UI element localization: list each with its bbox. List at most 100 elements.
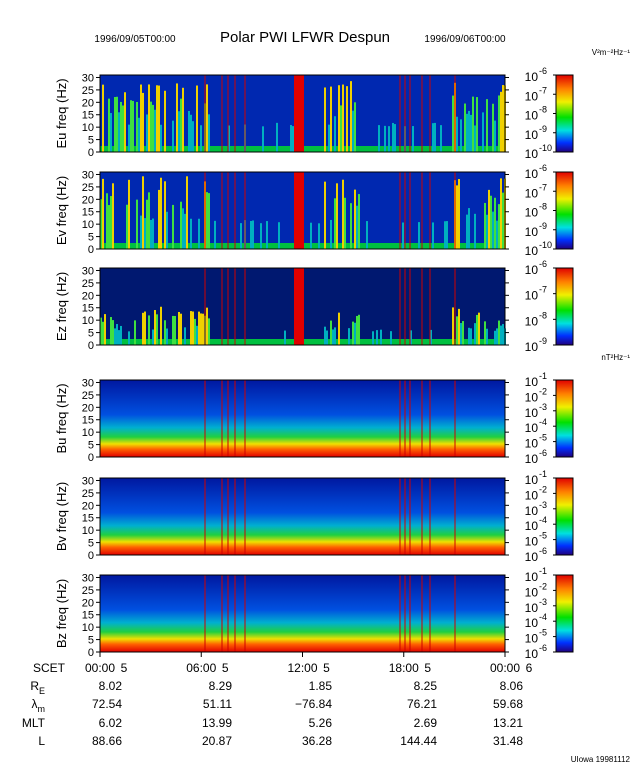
spectrogram-stripe — [478, 312, 480, 345]
colorbar-base: 10 — [525, 647, 539, 661]
y-tick-label: 0 — [88, 550, 94, 562]
spectrogram-stripe — [490, 195, 492, 249]
spectrogram-stripe — [182, 87, 184, 152]
spectrogram-stripe — [260, 223, 262, 249]
spectrogram-stripe — [118, 112, 120, 152]
spectrogram-stripe — [136, 199, 138, 249]
spectrogram-stripe — [476, 314, 478, 345]
spectrogram-stripe — [460, 323, 462, 345]
spectrogram-stripe — [358, 194, 360, 249]
colorbar-exp: -6 — [539, 259, 547, 269]
spectrogram-stripe — [190, 218, 192, 249]
spectrogram-stripe — [166, 211, 168, 249]
spectrogram-stripe — [114, 328, 116, 345]
spectrogram-stripe — [432, 123, 434, 152]
spectrogram-stripe — [500, 178, 502, 249]
spectrogram-stripe — [180, 313, 182, 345]
y-tick-label: 5 — [88, 440, 94, 452]
frame — [99, 477, 506, 556]
spectrogram-stripe — [392, 122, 394, 152]
spectrogram-stripe — [332, 329, 334, 345]
colorbar-exp: -4 — [539, 612, 547, 622]
spectrogram-stripe — [458, 179, 460, 249]
spectrogram-burst — [294, 172, 304, 249]
spectrogram-stripe — [498, 204, 500, 249]
spectrogram-stripe — [184, 213, 186, 249]
spectrogram-stripe — [502, 85, 504, 152]
spectrogram-stripe — [468, 110, 470, 152]
spectrogram-stripe — [476, 97, 478, 152]
colorbar-exp: -1 — [539, 469, 547, 479]
orbit-label-main: MLT — [22, 716, 46, 730]
spectrogram-stripe — [466, 214, 468, 249]
colorbar-base: 10 — [525, 186, 539, 200]
colorbar-exp: -4 — [539, 515, 547, 525]
spectrogram-stripe — [430, 329, 432, 345]
spectrogram-stripe — [492, 211, 494, 249]
spectrogram-stripe — [164, 181, 166, 249]
colorbar-exp: -3 — [539, 402, 547, 412]
spectrogram-stripe — [342, 84, 344, 152]
unit: V²m⁻²Hz⁻¹ — [592, 48, 631, 57]
y-tick-label: 15 — [82, 610, 94, 622]
y-axis-label: Bz freq (Hz) — [54, 579, 69, 648]
spectrogram-stripe — [200, 125, 202, 152]
y-tick-label: 5 — [88, 328, 94, 340]
colorbar-exp: -8 — [539, 202, 547, 212]
y-tick-label: 25 — [82, 488, 94, 500]
y-tick-label: 25 — [82, 585, 94, 597]
colorbar-exp: -2 — [539, 386, 547, 396]
x-tick-day: 5 — [323, 661, 330, 675]
spectrogram-stripe — [172, 204, 174, 249]
y-tick-label: 30 — [82, 169, 94, 181]
spectrogram-stripe — [318, 223, 320, 249]
spectrogram-stripe — [206, 84, 208, 152]
x-tick-time: 12:00 — [287, 661, 317, 675]
spectrogram-stripe — [140, 215, 142, 249]
colorbar-base: 10 — [525, 289, 539, 303]
spectrogram-stripe — [144, 218, 146, 249]
orbit-value: 8.25 — [414, 679, 438, 693]
spectrogram-stripe — [352, 321, 354, 345]
spectrogram-stripe — [158, 85, 160, 152]
y-tick-label: 10 — [82, 315, 94, 327]
orbit-value: 8.02 — [99, 679, 123, 693]
colorbar-exp: -6 — [539, 163, 547, 173]
spectrogram-stripe — [110, 196, 112, 249]
spectrogram-stripe — [172, 315, 174, 345]
spectrogram-stripe — [128, 124, 130, 152]
colorbar — [555, 267, 574, 346]
colorbar-exp: -1 — [539, 566, 547, 576]
spectrogram-stripe — [140, 84, 142, 152]
spectrogram-stripe — [412, 126, 414, 152]
spectrogram-stripe — [464, 103, 466, 152]
colorbar-base: 10 — [525, 244, 539, 258]
colorbar-base: 10 — [525, 488, 539, 502]
spectrogram-stripe — [160, 306, 162, 345]
spectrogram-burst — [294, 75, 304, 152]
y-tick-label: 20 — [82, 97, 94, 109]
colorbar-exp: -10 — [539, 143, 552, 153]
spectrogram-stripe — [502, 192, 504, 249]
spectrogram-stripe — [250, 220, 252, 249]
colorbar-base: 10 — [525, 452, 539, 466]
spectrogram-stripe — [486, 99, 488, 152]
x-tick-time: 18:00 — [389, 661, 419, 675]
spectrogram-stripe — [110, 317, 112, 345]
spectrogram-stripe — [136, 101, 138, 152]
spectrogram-stripe — [468, 327, 470, 345]
y-tick-label: 10 — [82, 622, 94, 634]
colorbar-exp: -9 — [539, 124, 547, 134]
spectrogram-stripe — [474, 213, 476, 249]
spectrogram-stripe — [484, 202, 486, 249]
spectrogram-stripe — [112, 183, 114, 249]
spectrogram-stripe — [102, 84, 104, 152]
x-tick-time: 06:00 — [186, 661, 216, 675]
spectrogram-stripe — [350, 203, 352, 249]
spectrogram-stripe — [410, 330, 412, 345]
y-axis-label: Ez freq (Hz) — [54, 272, 69, 341]
spectrogram-stripe — [120, 325, 122, 345]
colorbar-exp: -5 — [539, 531, 547, 541]
